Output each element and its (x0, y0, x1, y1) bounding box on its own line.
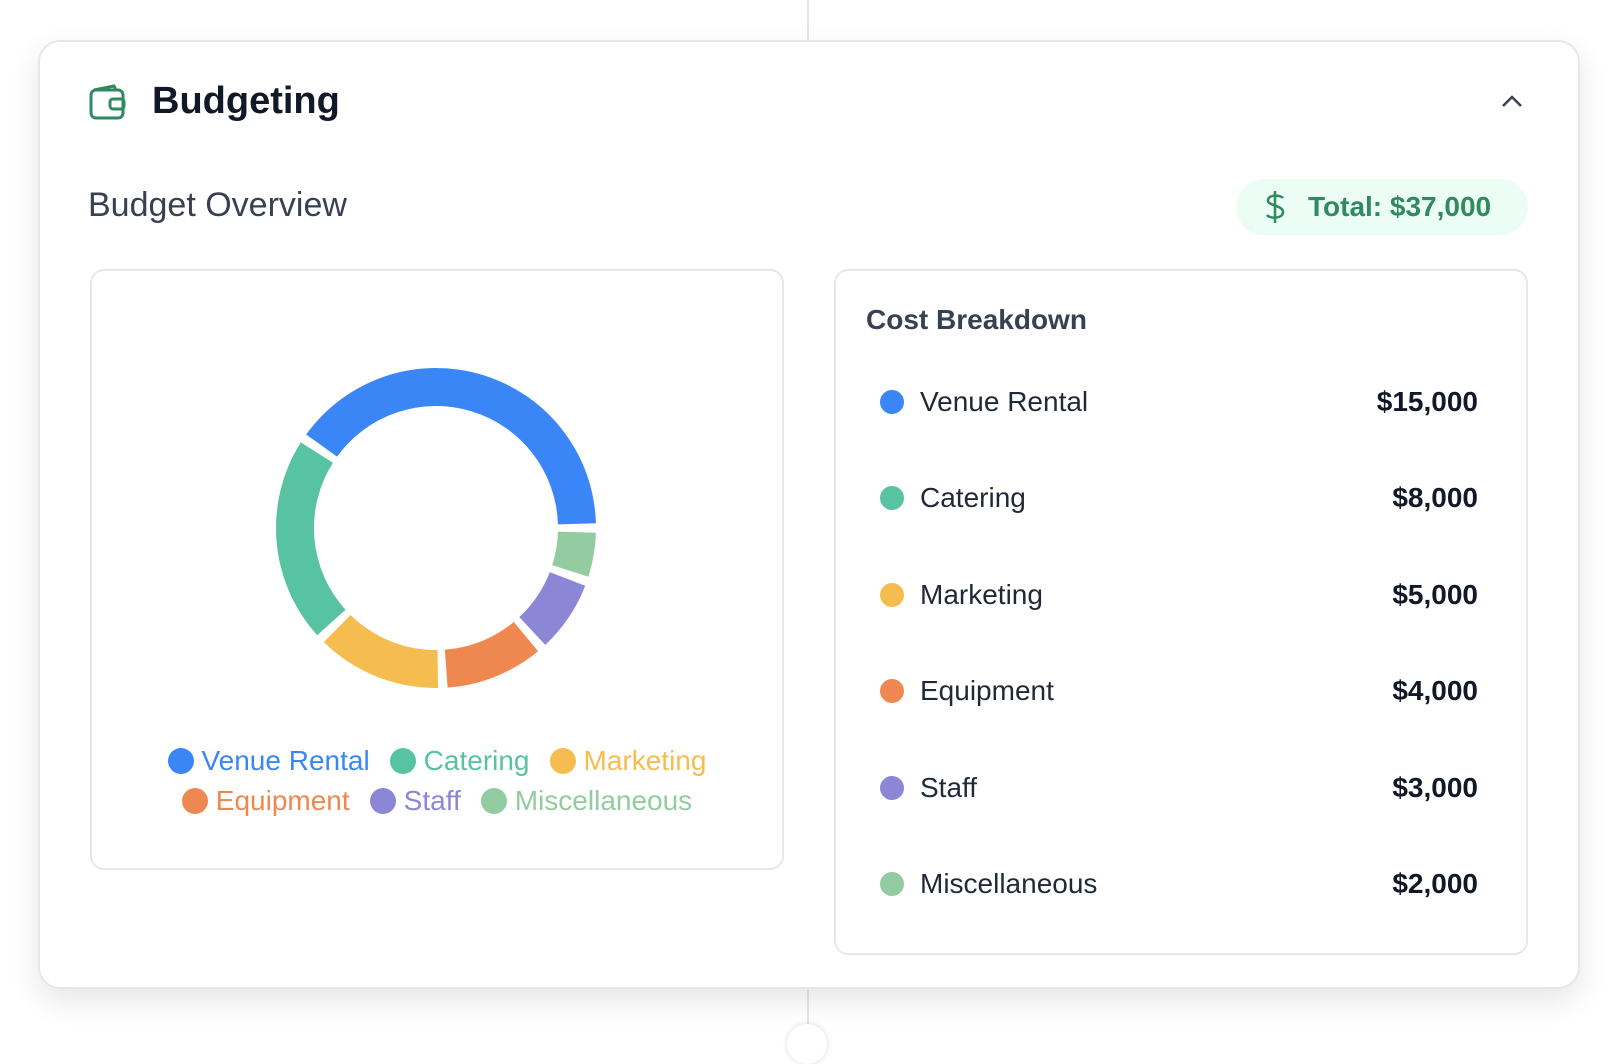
breakdown-panel (834, 269, 1528, 955)
card-title: Budgeting (152, 80, 340, 122)
total-badge: Total: $37,000 (1236, 179, 1528, 235)
timeline-node (787, 1024, 827, 1064)
row-value: $2,000 (1392, 868, 1478, 899)
row-value: $4,000 (1392, 675, 1478, 707)
row-swatch (880, 775, 904, 800)
row-label: Equipment (920, 675, 1054, 707)
row-swatch (880, 486, 904, 511)
row-label: Marketing (920, 578, 1043, 610)
legend: Venue Rental Catering Marketing Equipment St… (92, 745, 782, 817)
donut-segment[interactable] (552, 531, 596, 577)
legend-label: Catering (423, 745, 530, 776)
row-value: $3,000 (1392, 771, 1478, 803)
donut-segment[interactable] (306, 368, 596, 525)
row-swatch (880, 390, 904, 414)
donut-segment[interactable] (444, 621, 539, 688)
row-value: $5,000 (1392, 578, 1478, 610)
row-label: Catering (920, 482, 1026, 514)
row-label: Staff (920, 771, 978, 803)
legend-label: Staff (403, 785, 461, 816)
legend-swatch (549, 748, 576, 774)
legend-label: Miscellaneous (514, 785, 693, 816)
legend-item[interactable]: Miscellaneous (480, 785, 693, 817)
breakdown-title: Cost Breakdown (866, 304, 1087, 335)
legend-item[interactable]: Staff (369, 785, 461, 817)
row-value: $15,000 (1376, 386, 1478, 417)
breakdown-row: Catering $8,000 (880, 478, 1478, 518)
breakdown-row: Miscellaneous $2,000 (880, 864, 1478, 904)
legend-label: Marketing (583, 745, 707, 776)
donut-segment[interactable] (519, 572, 586, 645)
legend-swatch (369, 788, 396, 814)
row-label: Miscellaneous (920, 868, 1098, 899)
row-value: $8,000 (1392, 482, 1478, 514)
wallet-icon (89, 84, 126, 120)
section-title: Budget Overview (88, 186, 347, 224)
legend-item[interactable]: Venue Rental (167, 745, 370, 777)
legend-swatch (389, 748, 416, 774)
row-swatch (880, 582, 904, 607)
donut-chart (276, 368, 596, 688)
legend-swatch (181, 788, 208, 814)
timeline-line (807, 987, 809, 1040)
legend-label: Equipment (215, 785, 350, 816)
legend-swatch (167, 748, 194, 774)
total-label: Total: $37,000 (1308, 191, 1492, 222)
row-swatch (880, 872, 904, 896)
row-swatch (880, 679, 904, 704)
legend-item[interactable]: Equipment (181, 785, 350, 817)
timeline-line (807, 0, 809, 40)
donut-segment[interactable] (276, 442, 346, 636)
row-label: Venue Rental (920, 386, 1089, 417)
breakdown-row: Staff $3,000 (880, 768, 1478, 808)
breakdown-row: Marketing $5,000 (880, 575, 1478, 615)
donut-segment[interactable] (323, 615, 438, 688)
breakdown-row: Venue Rental $15,000 (880, 382, 1478, 422)
legend-label: Venue Rental (201, 745, 370, 776)
legend-swatch (480, 788, 507, 814)
collapse-button[interactable] (1498, 92, 1526, 112)
dollar-icon (1266, 191, 1285, 223)
legend-item[interactable]: Catering (389, 745, 530, 777)
legend-item[interactable]: Marketing (549, 745, 707, 777)
breakdown-row: Equipment $4,000 (880, 671, 1478, 711)
page: Budgeting Budget Overview Total: $37,000… (38, 0, 1580, 1040)
